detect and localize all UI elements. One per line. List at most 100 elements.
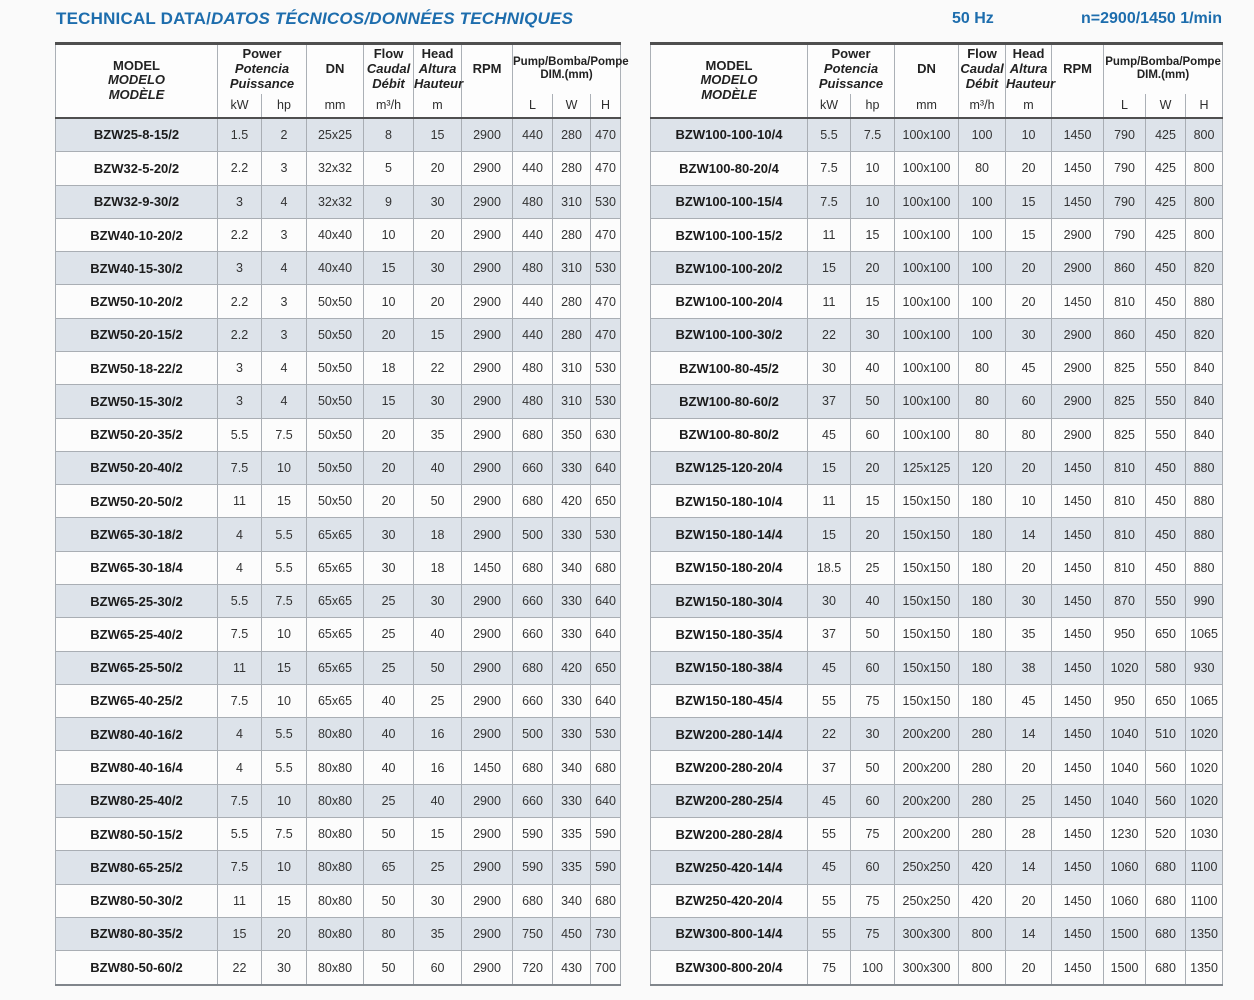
value-cell: 55 [807, 683, 851, 719]
column-header-model: MODEL MODELO MODÈLE [55, 43, 218, 119]
value-cell: 50 [413, 650, 463, 685]
value-cell: 2900 [461, 284, 514, 319]
value-cell: 4 [260, 350, 308, 386]
column-header-model: MODEL MODELO MODÈLE [650, 43, 808, 119]
value-cell: 45 [807, 850, 851, 885]
value-cell: 75 [849, 683, 896, 719]
value-cell: 420 [552, 484, 592, 519]
value-cell: 4 [217, 750, 262, 785]
value-cell: 30 [849, 317, 896, 353]
value-cell: 25 [363, 617, 415, 652]
value-cell: 800 [958, 916, 1007, 952]
value-cell: 100 [958, 251, 1007, 286]
page-title-english: TECHNICAL DATA/ [56, 9, 212, 28]
value-cell: 75 [849, 816, 896, 852]
value-cell: 2900 [1051, 317, 1105, 353]
table-row: BZW100-80-60/2 37 50 100x100 80 60 2900 825 550 8… [650, 384, 1224, 419]
value-cell: 2900 [461, 151, 514, 186]
value-cell: 330 [552, 683, 592, 719]
value-cell: 450 [1145, 284, 1187, 319]
value-cell: 35 [413, 417, 463, 452]
value-cell: 15 [363, 384, 415, 419]
table-row: BZW50-20-50/2 11 15 50x50 20 50 2900 680 420 650 [55, 484, 622, 519]
value-cell: 2.2 [217, 284, 262, 319]
value-cell: 65x65 [306, 617, 365, 652]
value-cell: 310 [552, 350, 592, 386]
value-cell: 30 [363, 517, 415, 552]
value-cell: 790 [1103, 217, 1147, 253]
value-cell: 100x100 [894, 417, 960, 452]
value-cell: 500 [512, 517, 554, 552]
model-cell: BZW50-20-15/2 [55, 317, 218, 353]
model-cell: BZW100-100-20/4 [650, 284, 808, 319]
value-cell: 1450 [1051, 617, 1105, 652]
value-cell: 100x100 [894, 350, 960, 386]
value-cell: 470 [590, 317, 622, 353]
model-cell: BZW100-100-10/4 [650, 116, 808, 153]
value-cell: 38 [1005, 650, 1053, 685]
value-cell: 80 [958, 384, 1007, 419]
value-cell: 1450 [1051, 550, 1105, 585]
value-cell: 530 [590, 251, 622, 286]
table-row: BZW150-180-10/4 11 15 150x150 180 10 1450 810 45… [650, 484, 1224, 519]
value-cell: 180 [958, 650, 1007, 685]
page-title-translations: DATOS TÉCNICOS/DONNÉES TECHNIQUES [211, 9, 574, 28]
value-cell: 10 [1005, 116, 1053, 153]
value-cell: 180 [958, 583, 1007, 619]
value-cell: 1450 [1051, 883, 1105, 918]
model-cell: BZW80-65-25/2 [55, 850, 218, 885]
value-cell: 3 [217, 384, 262, 419]
value-cell: 640 [590, 583, 622, 619]
value-cell: 37 [807, 384, 851, 419]
table-header: MODEL MODELO MODÈLE Power Potencia Puiss… [55, 43, 629, 119]
value-cell: 25 [363, 650, 415, 685]
value-cell: 50x50 [306, 484, 365, 519]
value-cell: 1450 [1051, 484, 1105, 519]
value-cell: 150x150 [894, 484, 960, 519]
table-row: BZW100-100-20/2 15 20 100x100 100 20 2900 860 45… [650, 251, 1224, 286]
value-cell: 825 [1103, 350, 1147, 386]
model-cell: BZW150-180-45/4 [650, 683, 808, 719]
table-row: BZW150-180-30/4 30 40 150x150 180 30 1450 870 55… [650, 583, 1224, 619]
value-cell: 65x65 [306, 650, 365, 685]
value-cell: 180 [958, 484, 1007, 519]
column-header-head: Head Altura Hauteur [1005, 43, 1055, 94]
value-cell: 860 [1103, 251, 1147, 286]
value-cell: 1065 [1185, 683, 1224, 719]
value-cell: 25 [849, 550, 896, 585]
value-cell: 15 [260, 484, 308, 519]
value-cell: 660 [512, 583, 554, 619]
value-cell: 45 [807, 650, 851, 685]
value-cell: 950 [1103, 617, 1147, 652]
value-cell: 150x150 [894, 517, 960, 552]
value-cell: 20 [1005, 550, 1053, 585]
value-cell: 32x32 [306, 151, 365, 186]
value-cell: 450 [1145, 450, 1187, 486]
value-cell: 880 [1185, 517, 1224, 552]
value-cell: 80x80 [306, 950, 365, 986]
value-cell: 15 [849, 217, 896, 253]
value-cell: 2900 [461, 384, 514, 419]
model-cell: BZW100-80-60/2 [650, 384, 808, 419]
value-cell: 37 [807, 617, 851, 652]
value-cell: 30 [413, 184, 463, 219]
value-cell: 450 [1145, 517, 1187, 552]
value-cell: 880 [1185, 284, 1224, 319]
value-cell: 40 [413, 783, 463, 818]
value-cell: 14 [1005, 850, 1053, 885]
value-cell: 15 [807, 517, 851, 552]
value-cell: 680 [1145, 850, 1187, 885]
value-cell: 150x150 [894, 550, 960, 585]
value-cell: 680 [512, 550, 554, 585]
table-row: BZW40-10-20/2 2.2 3 40x40 10 20 2900 440 280 470 [55, 217, 622, 253]
value-cell: 1450 [1051, 151, 1105, 186]
value-cell: 18 [413, 550, 463, 585]
value-cell: 2.2 [217, 151, 262, 186]
value-cell: 30 [260, 950, 308, 986]
value-cell: 810 [1103, 484, 1147, 519]
value-cell: 5 [363, 151, 415, 186]
value-cell: 1350 [1185, 916, 1224, 952]
value-cell: 20 [1005, 950, 1053, 986]
value-cell: 2900 [1051, 417, 1105, 452]
value-cell: 480 [512, 350, 554, 386]
